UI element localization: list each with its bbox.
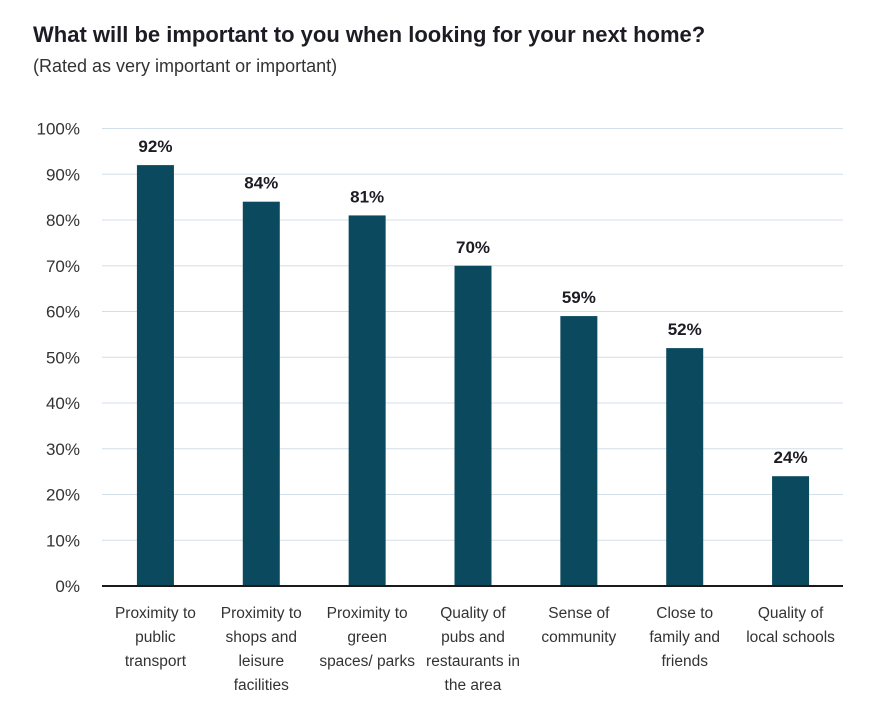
y-tick-label: 20% (46, 486, 80, 505)
y-tick-label: 40% (46, 394, 80, 413)
data-label: 52% (668, 320, 702, 339)
chart-title: What will be important to you when looki… (33, 22, 706, 47)
y-tick-label: 0% (55, 577, 80, 596)
y-tick-label: 30% (46, 440, 80, 459)
x-tick-label: Quality of pubs and restaurants in the area (426, 605, 520, 694)
x-tick-label: Proximity to public transport (115, 605, 196, 670)
chart-subtitle: (Rated as very important or important) (33, 56, 338, 76)
x-tick-label: Sense of community (541, 605, 616, 646)
y-tick-label: 10% (46, 531, 80, 550)
data-label: 24% (774, 448, 808, 467)
y-tick-label: 50% (46, 348, 80, 367)
x-tick-label: Proximity to green spaces/ parks (319, 605, 415, 670)
data-label: 70% (456, 238, 490, 257)
x-tick-label: Proximity to shops and leisure facilities (221, 605, 302, 694)
y-tick-label: 90% (46, 165, 80, 184)
x-tick-label: Quality of local schools (746, 605, 835, 646)
bar (454, 265, 492, 586)
bar (772, 476, 810, 586)
x-tick-label: Close to family and friends (649, 605, 720, 670)
bar (348, 215, 386, 587)
bar (560, 316, 598, 586)
data-label: 92% (138, 137, 172, 156)
y-tick-label: 70% (46, 257, 80, 276)
y-tick-label: 80% (46, 211, 80, 230)
bar (242, 201, 280, 586)
y-tick-label: 100% (37, 120, 80, 139)
y-tick-label: 60% (46, 303, 80, 322)
data-label: 59% (562, 288, 596, 307)
bar (136, 165, 174, 586)
bar (666, 348, 704, 586)
data-label: 81% (350, 187, 384, 206)
data-label: 84% (244, 174, 278, 193)
